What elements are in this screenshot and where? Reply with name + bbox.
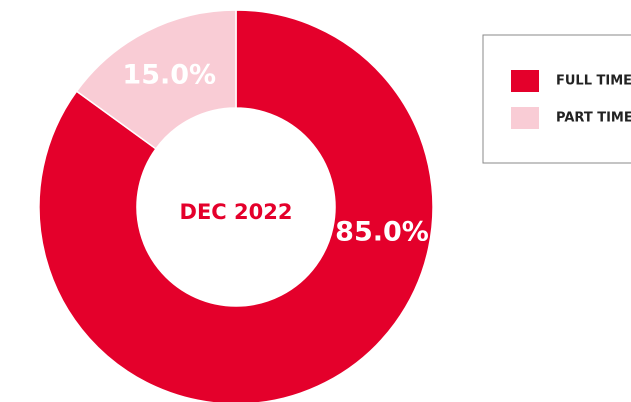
data-label: 15.0%	[122, 60, 216, 91]
legend-box	[482, 34, 631, 164]
donut-slice	[75, 9, 237, 150]
data-label: 85.0%	[335, 217, 429, 248]
legend-label: FULL TIME	[556, 74, 631, 89]
donut-slice	[38, 9, 434, 402]
legend-swatch	[511, 107, 539, 129]
center-label: DEC 2022	[180, 200, 293, 224]
legend-label: PART TIME	[556, 111, 631, 126]
legend-swatch	[511, 70, 539, 92]
